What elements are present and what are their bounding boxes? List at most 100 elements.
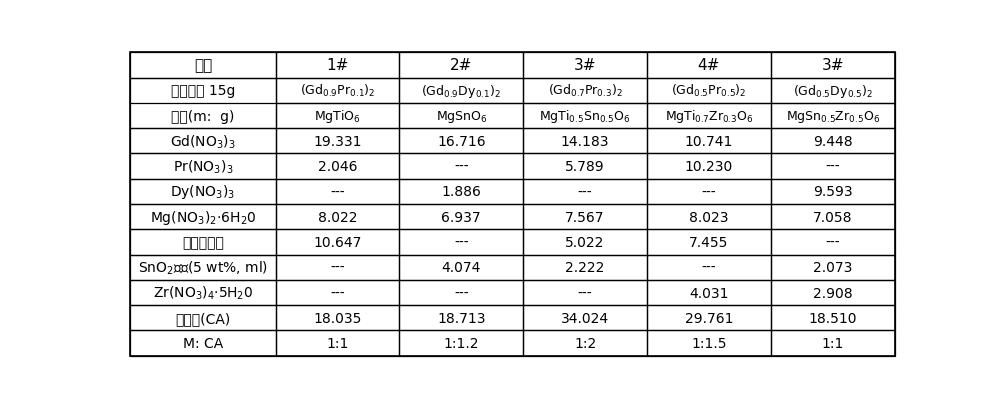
Text: 钛酸四丁酯: 钛酸四丁酯	[182, 235, 224, 249]
Bar	[399, 280, 523, 305]
Text: 10.741: 10.741	[685, 134, 733, 149]
Bar	[399, 129, 523, 154]
Bar	[276, 205, 399, 230]
Text: 14.183: 14.183	[561, 134, 609, 149]
Text: ---: ---	[330, 260, 345, 275]
Text: ---: ---	[702, 185, 716, 199]
Text: 4.074: 4.074	[442, 260, 481, 275]
Text: 1:1.5: 1:1.5	[691, 336, 727, 350]
Bar	[276, 179, 399, 205]
Text: ---: ---	[454, 160, 469, 174]
Bar	[130, 154, 276, 179]
Bar	[130, 230, 276, 255]
Text: ---: ---	[702, 260, 716, 275]
Bar	[130, 305, 276, 330]
Bar	[523, 205, 647, 230]
Text: ---: ---	[454, 235, 469, 249]
Bar	[130, 205, 276, 230]
Bar	[276, 154, 399, 179]
Bar	[276, 280, 399, 305]
Bar	[647, 255, 771, 280]
Text: 1.886: 1.886	[441, 185, 481, 199]
Bar	[276, 305, 399, 330]
Bar	[771, 104, 895, 129]
Bar	[523, 53, 647, 79]
Text: 2.073: 2.073	[813, 260, 852, 275]
Bar	[276, 79, 399, 104]
Text: Dy(NO$_3$)$_3$: Dy(NO$_3$)$_3$	[170, 183, 236, 201]
Bar	[523, 305, 647, 330]
Text: 18.510: 18.510	[808, 311, 857, 325]
Text: (Gd$_{0.7}$Pr$_{0.3}$)$_2$: (Gd$_{0.7}$Pr$_{0.3}$)$_2$	[548, 83, 623, 99]
Bar	[399, 205, 523, 230]
Bar	[523, 230, 647, 255]
Bar	[130, 53, 276, 79]
Text: 8.023: 8.023	[689, 210, 729, 224]
Bar	[771, 280, 895, 305]
Bar	[523, 179, 647, 205]
Bar	[523, 129, 647, 154]
Text: 16.716: 16.716	[437, 134, 486, 149]
Text: 目标产物 15g: 目标产物 15g	[171, 84, 235, 98]
Bar	[647, 305, 771, 330]
Text: 4#: 4#	[698, 58, 720, 73]
Text: Pr(NO$_3$)$_3$: Pr(NO$_3$)$_3$	[173, 158, 233, 175]
Bar	[647, 330, 771, 356]
Bar	[399, 179, 523, 205]
Bar	[399, 305, 523, 330]
Bar	[399, 79, 523, 104]
Bar	[276, 104, 399, 129]
Text: 2.222: 2.222	[565, 260, 605, 275]
Bar	[771, 255, 895, 280]
Text: M: CA: M: CA	[183, 336, 223, 350]
Text: ---: ---	[454, 286, 469, 300]
Bar	[276, 129, 399, 154]
Bar	[647, 154, 771, 179]
Bar	[771, 330, 895, 356]
Bar	[771, 53, 895, 79]
Text: 8.022: 8.022	[318, 210, 357, 224]
Bar	[647, 104, 771, 129]
Text: 7.567: 7.567	[565, 210, 605, 224]
Bar	[647, 79, 771, 104]
Text: MgTi$_{0.5}$Sn$_{0.5}$O$_6$: MgTi$_{0.5}$Sn$_{0.5}$O$_6$	[539, 108, 631, 125]
Bar	[771, 230, 895, 255]
Text: 9.593: 9.593	[813, 185, 852, 199]
Text: 2#: 2#	[450, 58, 472, 73]
Text: 5.022: 5.022	[565, 235, 605, 249]
Text: 18.713: 18.713	[437, 311, 486, 325]
Bar	[399, 104, 523, 129]
Text: 9.448: 9.448	[813, 134, 852, 149]
Text: 柠檬酸(CA): 柠檬酸(CA)	[175, 311, 231, 325]
Text: 6.937: 6.937	[441, 210, 481, 224]
Bar	[771, 179, 895, 205]
Bar	[399, 230, 523, 255]
Text: 1:2: 1:2	[574, 336, 596, 350]
Bar	[771, 205, 895, 230]
Bar	[130, 330, 276, 356]
Text: ---: ---	[578, 185, 592, 199]
Bar	[523, 154, 647, 179]
Text: (Gd$_{0.9}$Pr$_{0.1}$)$_2$: (Gd$_{0.9}$Pr$_{0.1}$)$_2$	[300, 83, 375, 99]
Text: Zr(NO$_3$)$_4$·5H$_2$0: Zr(NO$_3$)$_4$·5H$_2$0	[153, 284, 253, 301]
Bar	[647, 179, 771, 205]
Bar	[523, 255, 647, 280]
Text: 1:1: 1:1	[326, 336, 349, 350]
Bar	[399, 330, 523, 356]
Text: 2.908: 2.908	[813, 286, 852, 300]
Bar	[399, 154, 523, 179]
Bar	[276, 53, 399, 79]
Bar	[647, 280, 771, 305]
Bar	[276, 255, 399, 280]
Bar	[399, 255, 523, 280]
Text: 原料(m:  g): 原料(m: g)	[171, 109, 235, 123]
Text: 3#: 3#	[821, 58, 844, 73]
Bar	[523, 79, 647, 104]
Bar	[130, 280, 276, 305]
Text: (Gd$_{0.9}$Dy$_{0.1}$)$_2$: (Gd$_{0.9}$Dy$_{0.1}$)$_2$	[421, 83, 501, 100]
Text: MgTi$_{0.7}$Zr$_{0.3}$O$_6$: MgTi$_{0.7}$Zr$_{0.3}$O$_6$	[665, 108, 753, 125]
Text: Mg(NO$_3$)$_2$·6H$_2$0: Mg(NO$_3$)$_2$·6H$_2$0	[150, 208, 256, 226]
Bar	[130, 179, 276, 205]
Text: 3#: 3#	[574, 58, 596, 73]
Text: 19.331: 19.331	[313, 134, 362, 149]
